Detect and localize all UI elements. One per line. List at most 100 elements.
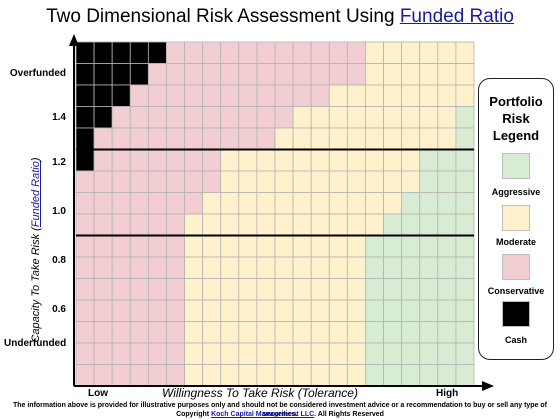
grid-cell-conservative bbox=[346, 63, 366, 86]
grid-cell-moderate bbox=[292, 149, 312, 172]
grid-cell-conservative bbox=[147, 364, 167, 387]
grid-cell-moderate bbox=[365, 41, 384, 64]
y-tick-1-0: 1.0 bbox=[52, 206, 66, 217]
grid-cell-moderate bbox=[401, 63, 421, 86]
grid-cell-moderate bbox=[383, 127, 403, 150]
grid-cell-conservative bbox=[129, 256, 149, 279]
legend-swatch-aggressive bbox=[502, 153, 530, 179]
grid-cell-aggressive bbox=[455, 235, 475, 258]
grid-cell-conservative bbox=[184, 63, 204, 86]
grid-cell-moderate bbox=[401, 84, 421, 107]
grid-cell-moderate bbox=[238, 321, 258, 344]
grid-cell-aggressive bbox=[419, 235, 439, 258]
grid-cell-aggressive bbox=[437, 235, 457, 258]
grid-cell-moderate bbox=[346, 278, 366, 301]
title-funded-ratio-link[interactable]: Funded Ratio bbox=[399, 6, 514, 27]
grid-cell-conservative bbox=[147, 342, 167, 365]
grid-cell-moderate bbox=[184, 235, 204, 258]
grid-cell-aggressive bbox=[383, 321, 403, 344]
grid-cell-conservative bbox=[93, 256, 113, 279]
grid-cell-moderate bbox=[220, 192, 240, 215]
grid-cell-moderate bbox=[220, 299, 240, 322]
grid-cell-moderate bbox=[238, 299, 258, 322]
grid-cell-aggressive bbox=[419, 299, 439, 322]
grid-cell-conservative bbox=[147, 84, 167, 107]
grid-cell-conservative bbox=[111, 299, 131, 322]
grid-cell-cash bbox=[93, 84, 113, 107]
grid-cell-conservative bbox=[166, 321, 185, 344]
grid-cell-moderate bbox=[292, 321, 312, 344]
grid-cell-aggressive bbox=[419, 170, 439, 193]
grid-cell-moderate bbox=[202, 364, 222, 387]
grid-cell-aggressive bbox=[401, 321, 421, 344]
grid-cell-moderate bbox=[256, 342, 276, 365]
grid-cell-moderate bbox=[310, 213, 330, 236]
grid-cell-moderate bbox=[202, 299, 222, 322]
grid-cell-conservative bbox=[202, 41, 222, 64]
grid-cell-cash bbox=[75, 41, 95, 64]
grid-cell-moderate bbox=[310, 149, 330, 172]
grid-cell-aggressive bbox=[437, 364, 457, 387]
grid-cell-conservative bbox=[166, 149, 185, 172]
grid-cell-aggressive bbox=[419, 278, 439, 301]
grid-cell-conservative bbox=[93, 342, 113, 365]
grid-cell-moderate bbox=[328, 342, 348, 365]
grid-cell-moderate bbox=[292, 213, 312, 236]
grid-cell-aggressive bbox=[419, 149, 439, 172]
grid-cell-conservative bbox=[166, 84, 185, 107]
grid-cell-moderate bbox=[346, 192, 366, 215]
grid-cell-cash bbox=[147, 41, 167, 64]
grid-cell-conservative bbox=[93, 192, 113, 215]
grid-cell-moderate bbox=[202, 256, 222, 279]
grid-cell-conservative bbox=[166, 106, 185, 129]
grid-cell-conservative bbox=[75, 299, 95, 322]
grid-cell-conservative bbox=[75, 278, 95, 301]
grid-cell-moderate bbox=[310, 256, 330, 279]
grid-cell-conservative bbox=[129, 127, 149, 150]
grid-cell-moderate bbox=[256, 192, 276, 215]
grid-cell-moderate bbox=[292, 278, 312, 301]
grid-cell-aggressive bbox=[437, 299, 457, 322]
threshold-lines bbox=[76, 148, 474, 237]
grid-cell-conservative bbox=[238, 41, 258, 64]
grid-cell-conservative bbox=[129, 278, 149, 301]
grid-cell-aggressive bbox=[455, 127, 475, 150]
grid-cell-conservative bbox=[166, 235, 185, 258]
grid-cell-moderate bbox=[328, 213, 348, 236]
grid-cell-aggressive bbox=[383, 364, 403, 387]
grid-cell-aggressive bbox=[365, 364, 384, 387]
grid-cell-cash bbox=[75, 106, 95, 129]
grid-cell-conservative bbox=[238, 84, 258, 107]
grid-cell-moderate bbox=[419, 84, 439, 107]
grid-cell-moderate bbox=[401, 41, 421, 64]
y-tick-underfunded: Underfunded bbox=[4, 338, 67, 349]
grid-cell-moderate bbox=[346, 342, 366, 365]
grid-cell-conservative bbox=[328, 63, 348, 86]
grid-cell-conservative bbox=[129, 149, 149, 172]
grid-cell-conservative bbox=[202, 84, 222, 107]
grid-cell-aggressive bbox=[383, 299, 403, 322]
grid-cell-moderate bbox=[184, 364, 204, 387]
company-link[interactable]: Koch Capital Management LLC bbox=[211, 411, 315, 418]
legend-title: Portfolio Risk Legend bbox=[479, 93, 553, 144]
grid-cell-conservative bbox=[129, 299, 149, 322]
grid-cell-aggressive bbox=[437, 213, 457, 236]
grid-cell-moderate bbox=[256, 213, 276, 236]
legend-label-aggressive: Aggressive bbox=[491, 187, 541, 197]
y-tick-1-4: 1.4 bbox=[52, 112, 66, 123]
legend-label-cash: Cash bbox=[504, 335, 527, 345]
grid-cell-moderate bbox=[437, 106, 457, 129]
grid-cell-moderate bbox=[328, 149, 348, 172]
grid-cell-moderate bbox=[346, 127, 366, 150]
grid-cell-conservative bbox=[166, 364, 185, 387]
grid-cell-aggressive bbox=[437, 342, 457, 365]
grid-cell-moderate bbox=[346, 213, 366, 236]
y-axis-funded-ratio-link[interactable]: Funded Ratio bbox=[30, 161, 42, 228]
grid-cell-moderate bbox=[238, 364, 258, 387]
grid-cell-conservative bbox=[129, 192, 149, 215]
grid-cell-moderate bbox=[256, 299, 276, 322]
grid-cell-conservative bbox=[147, 149, 167, 172]
grid-cell-moderate bbox=[184, 278, 204, 301]
grid-cell-moderate bbox=[202, 278, 222, 301]
grid-cell-moderate bbox=[292, 192, 312, 215]
